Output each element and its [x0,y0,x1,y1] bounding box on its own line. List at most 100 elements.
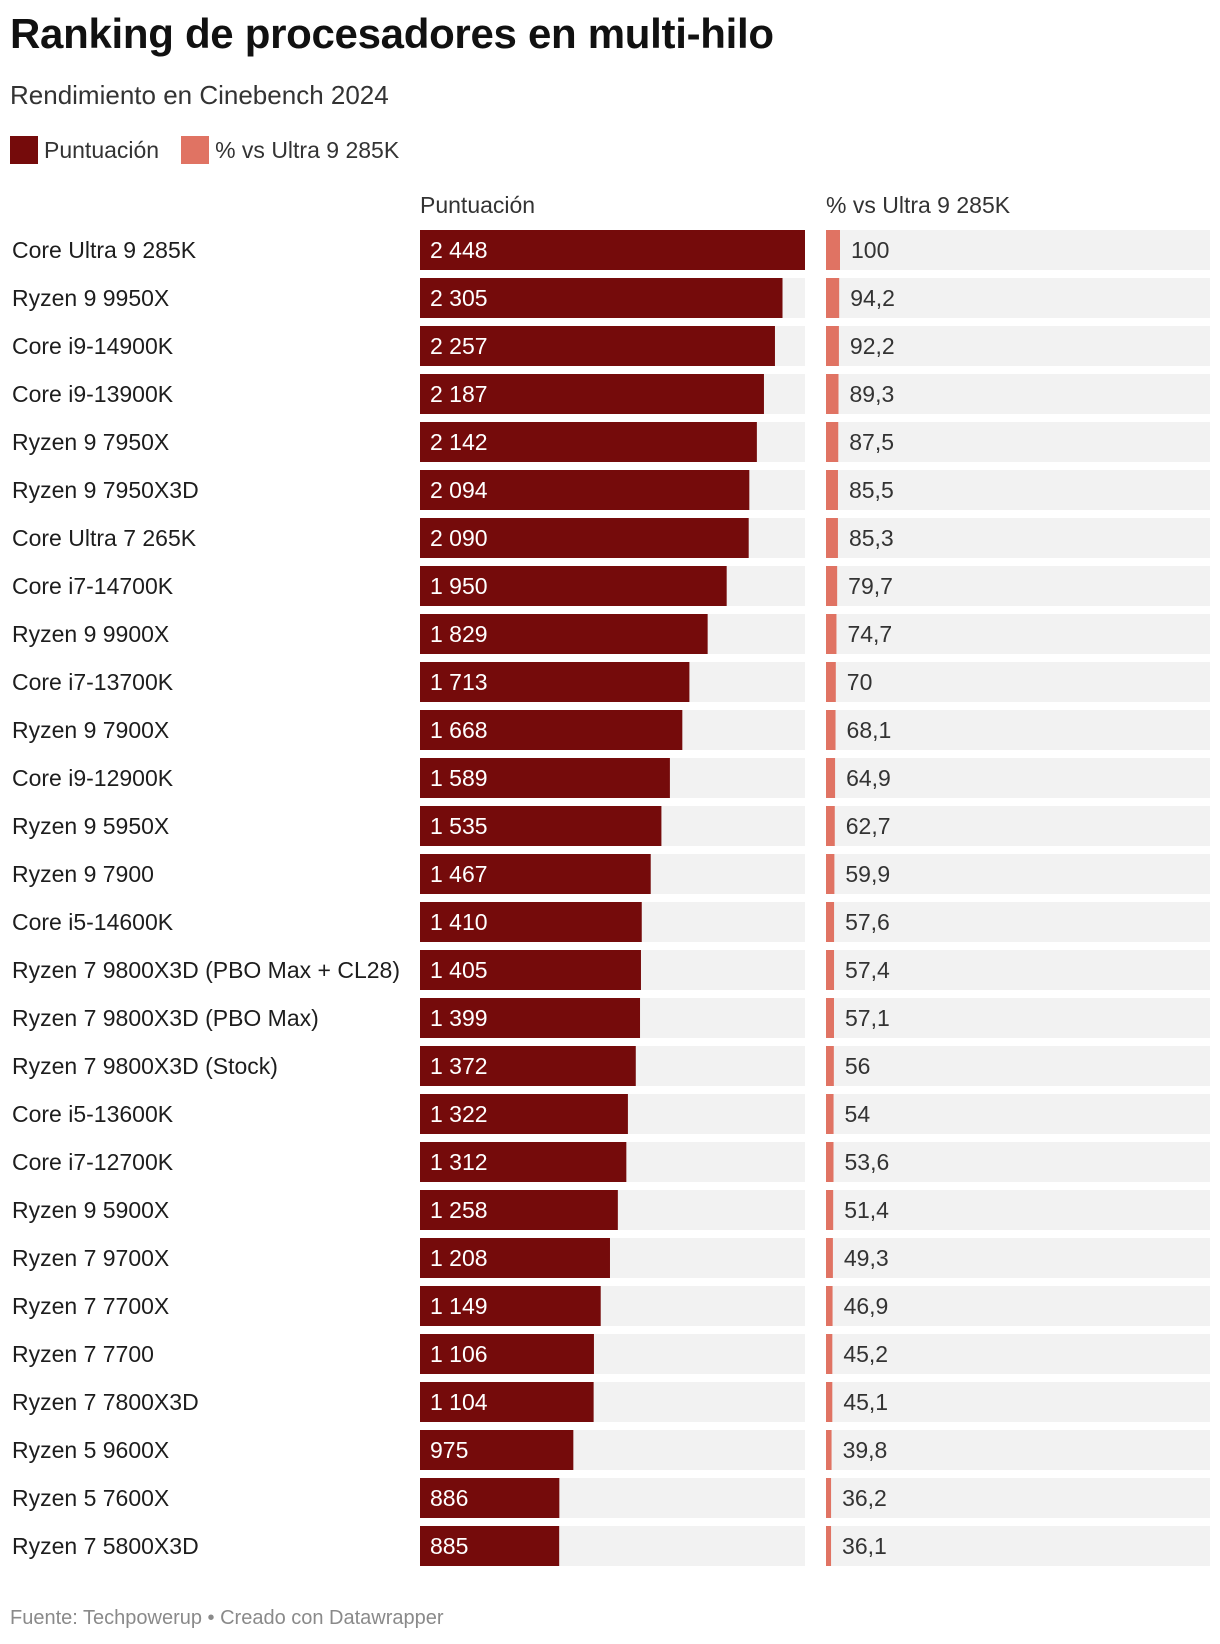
pct-bar [826,278,840,318]
pct-bar [826,1334,833,1374]
pct-value-label: 62,7 [846,813,891,839]
legend-item-score: Puntuación [10,136,159,164]
score-value-label: 1 208 [430,1245,488,1271]
pct-value-label: 85,3 [849,525,894,551]
score-value-label: 2 090 [430,525,488,551]
category-label: Core i9-13900K [12,381,174,407]
category-label: Ryzen 9 9950X [12,285,169,311]
category-label: Ryzen 7 9700X [12,1245,169,1271]
score-bar [420,1094,628,1134]
score-bar [420,758,670,798]
score-value-label: 2 187 [430,381,488,407]
category-label: Ryzen 9 7950X [12,429,169,455]
score-value-label: 2 448 [430,237,488,263]
bar-chart: Core Ultra 9 285K 2 448 100 Ryzen 9 9950X 2 … [12,230,1210,1566]
pct-track [826,902,1210,942]
pct-value-label: 79,7 [848,573,893,599]
chart-subtitle: Rendimiento en Cinebench 2024 [10,80,389,110]
pct-value-label: 36,1 [842,1533,887,1559]
pct-value-label: 92,2 [850,333,895,359]
category-label: Ryzen 5 9600X [12,1437,169,1463]
category-label: Core i9-12900K [12,765,174,791]
pct-track [826,422,1210,462]
category-label: Core i5-13600K [12,1101,174,1127]
score-value-label: 1 106 [430,1341,488,1367]
score-bar [420,566,727,606]
score-bar [420,1430,574,1470]
category-label: Ryzen 7 7700 [12,1341,154,1367]
pct-bar [826,470,838,510]
pct-track [826,1478,1210,1518]
pct-value-label: 45,2 [843,1341,888,1367]
score-bar [420,1334,594,1374]
chart-footer: Fuente: Techpowerup • Creado con Datawra… [10,1607,444,1629]
score-bar [420,950,641,990]
pct-bar [826,998,834,1038]
legend-label-pct: % vs Ultra 9 285K [215,136,400,163]
score-bar [420,902,642,942]
score-value-label: 1 405 [430,957,488,983]
pct-value-label: 53,6 [845,1149,890,1175]
score-bar [420,422,757,462]
pct-bar [826,518,838,558]
score-value-label: 1 668 [430,717,488,743]
pct-track [826,374,1210,414]
pct-value-label: 36,2 [842,1485,887,1511]
pct-bar [826,230,840,270]
score-bar [420,230,805,270]
pct-bar [826,1286,833,1326]
score-value-label: 885 [430,1533,468,1559]
pct-value-label: 57,1 [845,1005,890,1031]
score-bar [420,1046,636,1086]
pct-value-label: 45,1 [843,1389,888,1415]
category-label: Core i7-12700K [12,1149,174,1175]
legend-label-score: Puntuación [44,136,160,163]
pct-bar [826,710,836,750]
score-bar [420,518,749,558]
pct-bar [826,1382,833,1422]
category-label: Ryzen 9 9900X [12,621,169,647]
pct-track [826,230,1210,270]
category-label: Core i5-14600K [12,909,174,935]
pct-value-label: 100 [851,237,889,263]
pct-value-label: 54 [845,1101,871,1127]
pct-bar [826,374,839,414]
score-value-label: 1 104 [430,1389,488,1415]
category-label: Ryzen 9 7900 [12,861,154,887]
pct-bar [826,950,835,990]
category-label: Ryzen 7 5800X3D [12,1533,199,1559]
score-value-label: 1 312 [430,1149,488,1175]
pct-track [826,278,1210,318]
score-bar [420,1286,601,1326]
category-label: Ryzen 7 9800X3D (PBO Max) [12,1005,319,1031]
pct-value-label: 87,5 [849,429,894,455]
score-value-label: 1 149 [430,1293,488,1319]
pct-value-label: 64,9 [846,765,891,791]
legend-swatch-score [10,136,38,164]
pct-track [826,710,1210,750]
pct-track [826,854,1210,894]
category-label: Core i7-13700K [12,669,174,695]
category-label: Ryzen 9 5950X [12,813,169,839]
pct-track [826,1334,1210,1374]
score-bar [420,1142,627,1182]
score-value-label: 1 322 [430,1101,488,1127]
score-bar [420,1238,610,1278]
legend-swatch-pct [181,136,210,164]
column-header-pct: % vs Ultra 9 285K [826,192,1011,218]
pct-bar [826,854,835,894]
pct-value-label: 57,6 [845,909,890,935]
score-bar [420,374,764,414]
chart-title: Ranking de procesadores en multi-hilo [10,10,774,57]
pct-track [826,1382,1210,1422]
pct-track [826,1142,1210,1182]
legend-item-pct: % vs Ultra 9 285K [181,136,399,164]
pct-value-label: 70 [847,669,873,695]
category-label: Core Ultra 9 285K [12,237,197,263]
pct-track [826,1046,1210,1086]
pct-bar [826,1190,834,1230]
pct-track [826,1238,1210,1278]
score-bar [420,1382,594,1422]
pct-track [826,1430,1210,1470]
score-value-label: 1 829 [430,621,488,647]
